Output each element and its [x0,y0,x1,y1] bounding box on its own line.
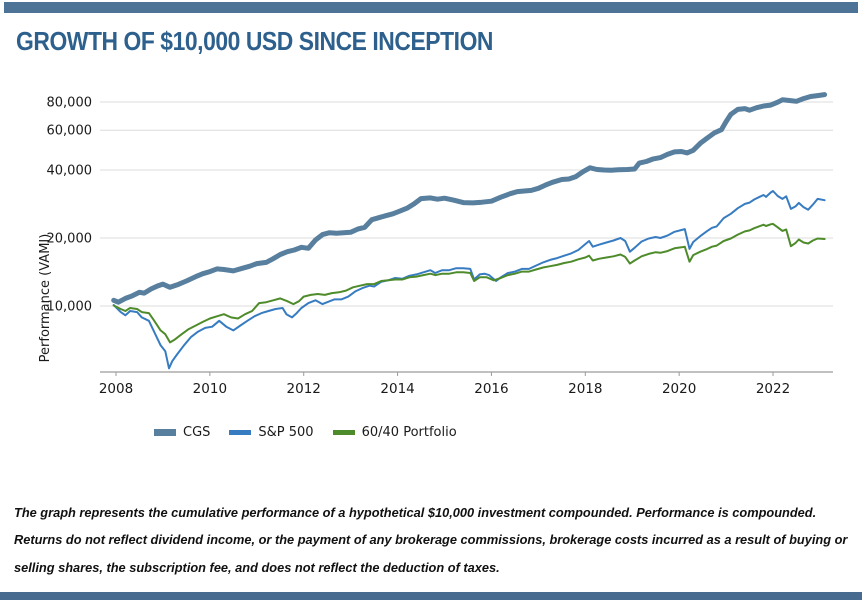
y-tick-label: 60,000 [47,124,93,139]
chart-canvas: 10,000 20,000 40,000 60,000 80,000 2008 2010 20… [47,92,833,397]
disclaimer-text: The graph represents the cumulative perf… [14,504,848,575]
x-tick-label: 2016 [474,381,508,397]
x-tick-label: 2020 [662,381,696,397]
sp500-line-swatch [229,430,252,435]
6040-line-swatch [332,430,355,435]
legend-label-6040: 60/40 Portfolio [361,425,457,440]
legend-item-sp500: S&P 500 [229,425,314,440]
x-tick-label: 2012 [287,381,321,397]
x-tick-label: 2014 [380,381,414,397]
legend-item-6040: 60/40 Portfolio [332,425,457,440]
x-tick-label: 2008 [99,381,133,397]
y-tick-label: 10,000 [47,300,93,315]
legend-item-cgs: CGS [154,425,210,440]
x-tick-label: 2018 [568,381,602,397]
x-tick-label: 2022 [756,381,790,397]
bottom-accent-bar [0,592,862,600]
growth-chart: 10,000 20,000 40,000 60,000 80,000 2008 2010 20… [0,70,862,450]
series-line-cgs [111,92,828,305]
y-axis-title: Performance (VAMI) [38,233,53,363]
page-title: GROWTH OF $10,000 USD SINCE INCEPTION [16,26,494,56]
legend-label-sp500: S&P 500 [258,425,314,440]
series-line-s-p-500 [112,190,826,370]
x-tick-label: 2010 [193,381,227,397]
y-tick-label: 40,000 [47,164,93,179]
cgs-line-swatch [154,429,176,436]
y-tick-label: 20,000 [47,232,93,247]
top-accent-bar [4,2,858,13]
legend-label-cgs: CGS [183,425,211,440]
series-line-60-40-portfolio [112,222,826,344]
y-tick-label: 80,000 [47,96,93,111]
chart-legend: CGS S&P 500 60/40 Portfolio [154,425,457,440]
